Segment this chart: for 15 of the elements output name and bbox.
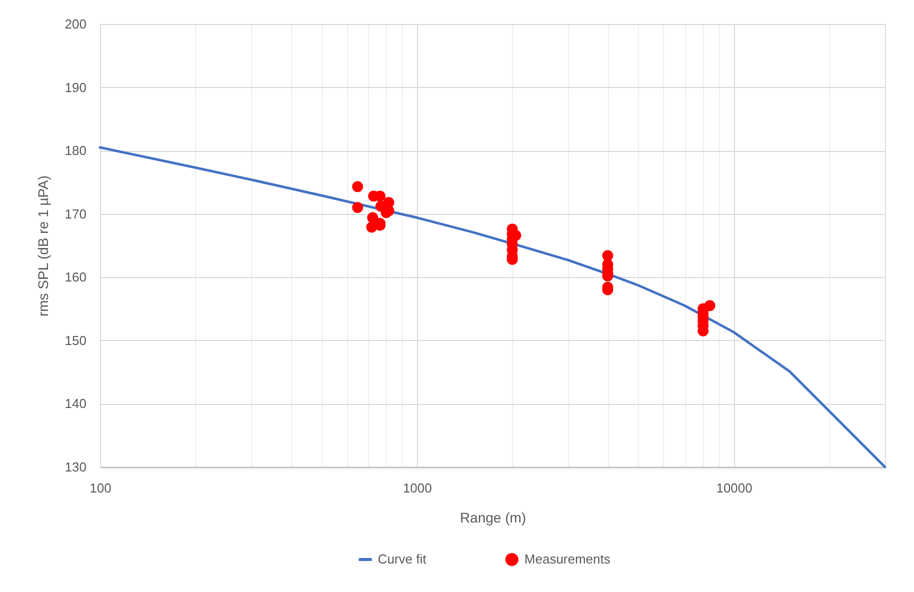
x-tick-label: 1000 — [402, 480, 432, 496]
y-axis-title: rms SPL (dB re 1 µPA) — [34, 175, 51, 317]
x-axis-title: Range (m) — [460, 510, 526, 526]
legend-label: Curve fit — [378, 552, 427, 566]
y-tick-label: 160 — [64, 270, 86, 285]
y-tick-label: 180 — [64, 143, 86, 158]
y-tick-label: 170 — [64, 206, 86, 222]
x-tick-label: 10000 — [716, 480, 752, 496]
y-tick-label: 140 — [64, 396, 86, 412]
y-tick-label: 200 — [64, 16, 86, 32]
x-tick-label: 100 — [90, 480, 112, 496]
legend-label: Measurements — [524, 552, 611, 566]
y-tick-label: 190 — [64, 80, 86, 95]
y-tick-label: 130 — [64, 460, 86, 474]
y-tick-label: 150 — [64, 332, 86, 348]
